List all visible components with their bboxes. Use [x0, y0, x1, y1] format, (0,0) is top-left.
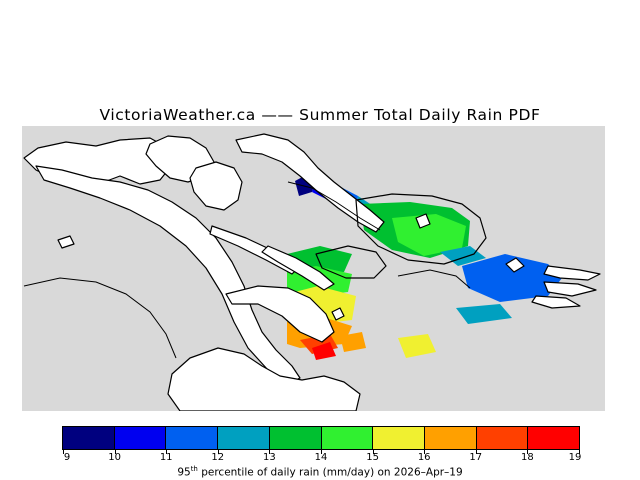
colorbar-tick — [527, 449, 529, 454]
region-east-island — [440, 246, 562, 324]
colorbar-tick-label: 14 — [314, 452, 328, 463]
land-sliver-b — [261, 245, 335, 291]
colorbar-tick-label: 9 — [63, 452, 71, 463]
colorbar-segment-13-14 — [269, 427, 322, 449]
colorbar-tick — [372, 449, 374, 454]
colorbar-tick-labels: 9 10 11 12 13 14 15 16 17 18 19 — [62, 452, 582, 466]
islet-a — [505, 257, 525, 273]
page-title: VictoriaWeather.ca —— Summer Total Daily… — [99, 106, 541, 124]
colorbar-tick-label: 12 — [211, 452, 225, 463]
colorbar-tick-label: 11 — [159, 452, 173, 463]
colorbar-tick-label: 19 — [568, 452, 582, 463]
land-east-spit-a — [543, 265, 601, 281]
region-southeast-island — [398, 334, 436, 358]
colorbar-ticks — [62, 449, 580, 455]
colorbar-tick-label: 18 — [521, 452, 534, 463]
colorbar-tick-label: 15 — [366, 452, 379, 463]
land-mid-island-small — [315, 245, 387, 279]
colorbar-legend: 9 10 11 12 13 14 15 16 17 18 19 95th percentile of… — [0, 420, 640, 480]
colorbar-tick — [114, 449, 116, 454]
colorbar-tick — [217, 449, 219, 454]
caption-percentile-suffix: th — [190, 465, 198, 473]
colorbar-tick — [63, 449, 64, 454]
colorbar-segment-15-16 — [373, 427, 425, 449]
coastline-detail — [23, 181, 471, 359]
caption-rest: percentile of daily rain (mm/day) on 202… — [197, 466, 463, 479]
map-svg — [22, 126, 605, 411]
landmass-group — [23, 133, 601, 411]
land-mid-archipelago — [225, 285, 335, 343]
colorbar-tick-label: 17 — [469, 452, 483, 463]
land-upper-island-b — [189, 161, 243, 211]
colorbar-tick — [424, 449, 426, 454]
colorbar-tick — [321, 449, 322, 454]
colorbar-caption: 95th percentile of daily rain (mm/day) o… — [0, 465, 640, 479]
colorbar-segment-12-13 — [218, 427, 270, 449]
land-east-spit-b — [543, 281, 597, 297]
colorbar-segment-11-12 — [166, 427, 219, 449]
colorbar-tick — [166, 449, 168, 454]
colorbar-tick — [475, 449, 477, 454]
islet-d — [57, 235, 75, 249]
land-west-peninsula — [35, 165, 301, 385]
colorbar-segment-9-10 — [63, 427, 115, 449]
region-mid-small-island — [340, 332, 366, 352]
colorbar-segment-16-17 — [424, 427, 477, 449]
colorbar-tick-label: 13 — [263, 452, 276, 463]
region-central-island — [360, 202, 470, 258]
colorbar-tick-label: 16 — [417, 452, 431, 463]
islet-b — [415, 213, 431, 229]
colorbar-tick — [269, 449, 271, 454]
colorbar-segment-14-15 — [321, 427, 374, 449]
colorbar-segment-17-18 — [476, 427, 529, 449]
colorbar-segment-18-19 — [528, 427, 580, 449]
caption-percentile-number: 95 — [177, 466, 191, 479]
land-central-island — [355, 193, 487, 265]
colorbar-tick-label: 10 — [108, 452, 121, 463]
colorbar-tick — [579, 449, 580, 454]
colorbar-gradient — [62, 426, 580, 450]
land-south-mainland — [167, 347, 361, 411]
islet-c — [331, 307, 345, 321]
land-east-spit-c — [531, 295, 581, 309]
land-northeast-peninsula — [235, 133, 385, 233]
map-canvas — [0, 126, 640, 411]
colorbar-segment-10-11 — [114, 427, 167, 449]
